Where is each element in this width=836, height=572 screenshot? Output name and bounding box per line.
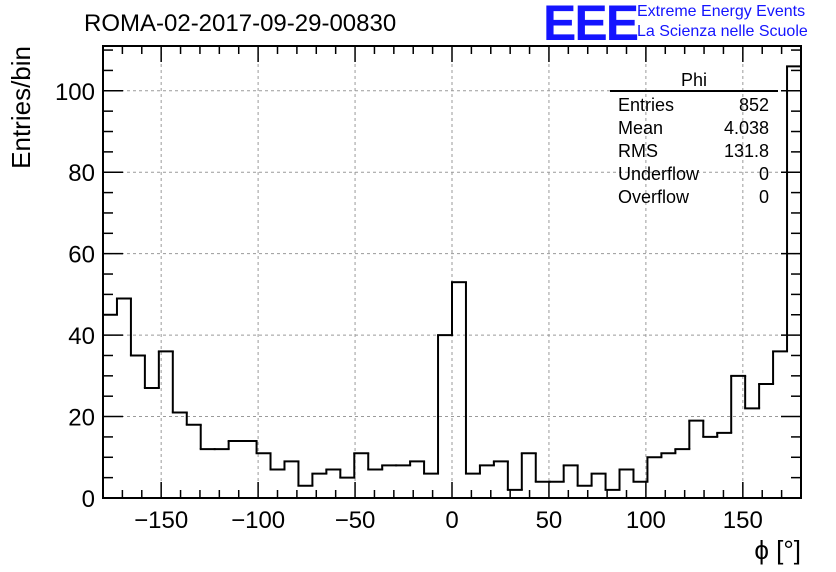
histogram-bin	[716, 431, 733, 437]
histogram-bin	[143, 355, 160, 390]
logo-line-2: La Scienza nelle Scuole	[637, 23, 808, 40]
histogram-bin	[227, 439, 244, 450]
histogram-bin	[437, 334, 453, 474]
logo-line-1: Extreme Energy Events	[637, 3, 806, 20]
histogram-bin	[744, 375, 761, 410]
y-tick-label: 100	[55, 79, 95, 106]
histogram-bin	[283, 460, 300, 470]
histogram-bin	[590, 472, 607, 486]
histogram-bin	[171, 351, 188, 414]
histogram-bin	[730, 374, 747, 433]
histogram-bin	[520, 452, 537, 490]
histogram-bin	[157, 350, 174, 389]
histogram-bin	[632, 469, 649, 483]
x-tick-label: 150	[723, 507, 763, 534]
histogram-bin	[325, 468, 342, 474]
histogram-bin	[758, 382, 775, 409]
y-axis-label: Entries/bin	[6, 46, 36, 169]
histogram-bin	[492, 460, 509, 466]
histogram-bin	[534, 453, 551, 483]
stats-name: Phi	[610, 70, 778, 92]
stats-label: Overflow	[618, 187, 690, 207]
stats-row-mean: Mean 4.038	[610, 117, 778, 140]
histogram-bin	[199, 424, 216, 451]
stats-value: 131.8	[723, 141, 769, 161]
histogram-bin	[562, 464, 579, 482]
stats-row-rms: RMS 131.8	[610, 140, 778, 163]
histogram-bars	[103, 65, 802, 491]
histogram-bin	[297, 461, 314, 487]
y-tick-label: 60	[68, 242, 95, 269]
histogram-bin	[451, 281, 467, 336]
x-tick-label: 100	[626, 507, 666, 534]
logo-caption: Extreme Energy Events La Scienza nelle S…	[637, 2, 808, 42]
stats-value: 4.038	[723, 118, 769, 138]
stats-row-overflow: Overflow 0	[610, 186, 778, 209]
histogram-bin	[464, 282, 481, 475]
axis-labels: −150 −100 −50 0 50 100 150 0 20 40 60 80 100 ϕ [°] Ent…	[6, 46, 801, 565]
histogram-bin	[423, 461, 440, 475]
x-tick-label: −100	[231, 507, 285, 534]
stats-label: RMS	[618, 141, 658, 161]
histogram-bin	[129, 298, 146, 357]
histogram-bin	[646, 456, 663, 482]
y-tick-label: 40	[68, 323, 95, 350]
histogram-bin	[660, 452, 677, 458]
stats-row-entries: Entries 852	[610, 94, 778, 117]
y-tick-label: 0	[82, 486, 95, 513]
histogram-bin	[381, 464, 398, 470]
x-tick-label: 0	[445, 507, 458, 534]
histogram-bin	[702, 420, 719, 438]
stats-row-underflow: Underflow 0	[610, 163, 778, 186]
stats-value: 0	[758, 164, 769, 184]
stats-box: Phi Entries 852 Mean 4.038 RMS 131.8 Und…	[610, 70, 778, 209]
histogram-bin	[255, 440, 272, 455]
chart-title: ROMA-02-2017-09-29-00830	[84, 10, 397, 37]
eee-logo: EEE	[543, 0, 639, 51]
stats-label: Mean	[618, 118, 664, 138]
histogram-bin	[688, 419, 705, 450]
stats-label: Underflow	[618, 164, 700, 184]
histogram-bin	[618, 468, 635, 490]
histogram-bin	[339, 469, 356, 479]
histogram-bin	[506, 461, 523, 491]
histogram-bin	[409, 460, 426, 466]
histogram-bin	[772, 350, 789, 384]
histogram-bin	[478, 464, 495, 474]
histogram-bin	[185, 412, 202, 426]
y-tick-label: 20	[68, 405, 95, 432]
histogram-bin	[576, 465, 593, 487]
axes	[102, 45, 802, 499]
histogram-bin	[115, 297, 132, 315]
histogram-bin	[674, 448, 691, 454]
stats-value: 852	[738, 95, 769, 115]
y-tick-label: 80	[68, 160, 95, 187]
stats-value: 0	[758, 187, 769, 207]
x-tick-label: 50	[536, 507, 563, 534]
histogram-bin	[367, 453, 384, 471]
x-axis-label: ϕ [°]	[754, 535, 801, 565]
histogram-bin	[604, 473, 621, 491]
histogram-bin	[269, 453, 286, 471]
histogram-bin	[786, 65, 802, 352]
histogram-bin	[353, 452, 370, 478]
stats-label: Entries	[618, 95, 675, 115]
histogram-bin	[311, 472, 328, 486]
x-tick-label: −150	[134, 507, 188, 534]
x-tick-label: −50	[335, 507, 376, 534]
